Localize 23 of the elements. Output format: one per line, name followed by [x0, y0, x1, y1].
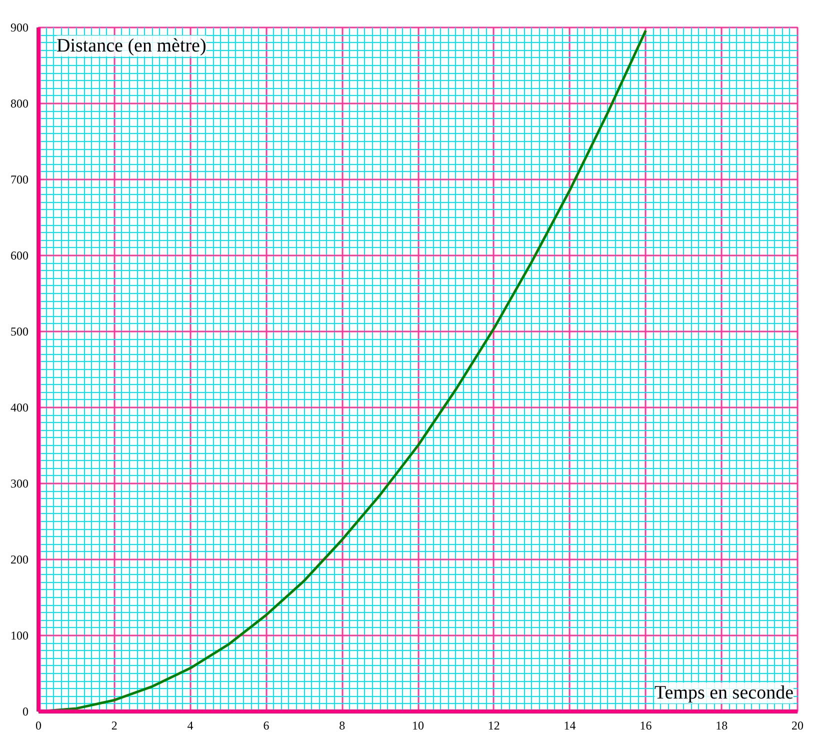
x-tick-label: 18 — [716, 718, 728, 732]
y-tick-label: 300 — [10, 476, 28, 490]
x-tick-label: 6 — [263, 718, 270, 732]
y-tick-label: 800 — [10, 96, 28, 110]
x-tick-label: 20 — [792, 718, 804, 732]
y-tick-label: 700 — [10, 172, 28, 186]
x-tick-label: 14 — [564, 718, 576, 732]
x-tick-label: 4 — [187, 718, 194, 732]
x-axis-title: Temps en seconde — [654, 682, 794, 704]
x-tick-label: 0 — [36, 718, 42, 732]
y-tick-label: 400 — [10, 400, 28, 414]
y-tick-label: 500 — [10, 324, 28, 338]
x-tick-label: 12 — [488, 718, 500, 732]
x-tick-label: 10 — [412, 718, 424, 732]
x-tick-label: 16 — [640, 718, 652, 732]
y-tick-label: 100 — [10, 628, 28, 642]
y-tick-label: 0 — [22, 704, 28, 718]
y-tick-label: 600 — [10, 248, 28, 262]
y-tick-label: 200 — [10, 552, 28, 566]
y-tick-label: 900 — [10, 20, 28, 34]
x-tick-label: 2 — [111, 718, 118, 732]
y-axis-title: Distance (en mètre) — [56, 36, 206, 56]
x-tick-label: 8 — [339, 718, 346, 732]
